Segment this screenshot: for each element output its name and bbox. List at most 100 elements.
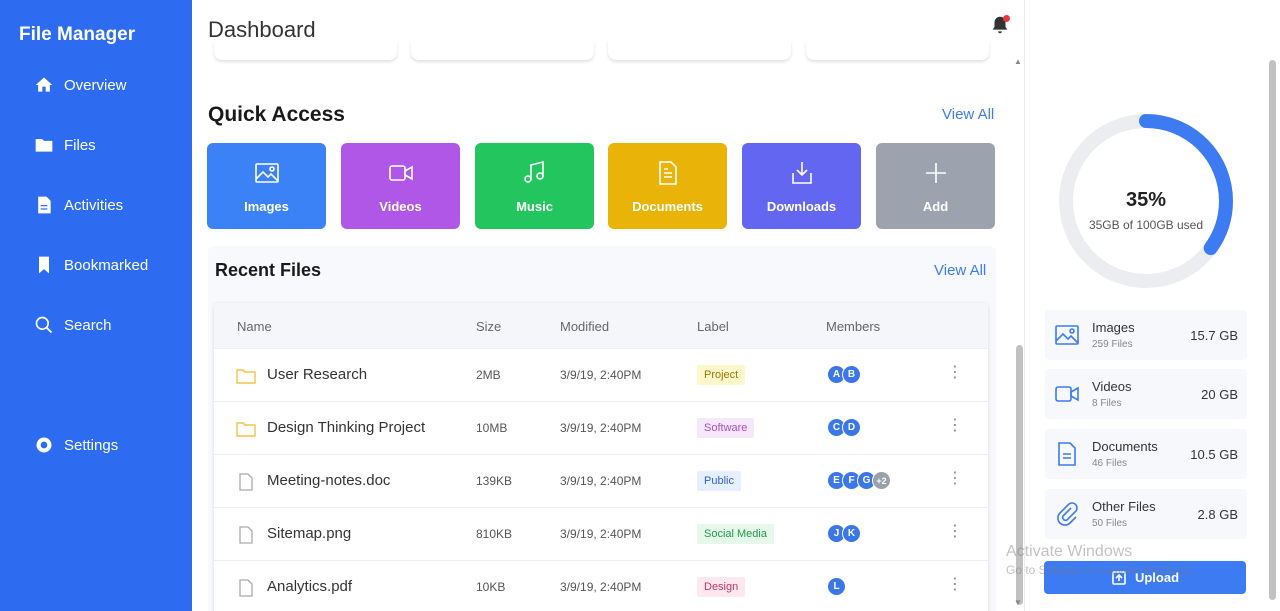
file-icon xyxy=(236,526,256,544)
table-row[interactable]: Analytics.pdf 10KB 3/9/19, 2:40PM Design L ⋮ xyxy=(214,560,988,611)
sidebar-item-activities[interactable]: Activities xyxy=(34,191,123,219)
storage-item-size: 2.8 GB xyxy=(1197,507,1238,522)
upload-button[interactable]: Upload xyxy=(1044,561,1246,594)
sidebar-item-label: Settings xyxy=(64,436,119,454)
tile-label: Music xyxy=(516,198,553,214)
gear-icon xyxy=(36,437,52,453)
table-header: Name Size Modified Label Members xyxy=(214,303,988,348)
watermark-subtitle: Go to Settings to activate Windows. xyxy=(1006,563,1196,577)
file-label-badge: Public xyxy=(697,471,741,491)
sidebar-item-label: Search xyxy=(64,316,112,334)
scroll-up-arrow-icon[interactable]: ▲ xyxy=(1014,57,1022,66)
right-scrollbar-thumb[interactable] xyxy=(1269,60,1276,600)
music-note-icon xyxy=(523,160,544,183)
quick-access-downloads[interactable]: Downloads xyxy=(742,143,861,229)
file-icon xyxy=(236,579,256,597)
document-icon xyxy=(1058,442,1076,466)
sidebar-item-overview[interactable]: Overview xyxy=(34,71,127,99)
sidebar: File Manager Overview Files Activities B… xyxy=(0,0,192,611)
file-label-badge: Social Media xyxy=(697,524,774,544)
quick-access-images[interactable]: Images xyxy=(207,143,326,229)
document-icon xyxy=(38,196,51,214)
file-size: 810KB xyxy=(476,527,513,541)
storage-item-count: 259 Files xyxy=(1092,339,1133,350)
quick-access-view-all-link[interactable]: View All xyxy=(942,106,995,123)
storage-item-other-files[interactable]: Other Files 50 Files 2.8 GB xyxy=(1045,489,1247,539)
quick-access-videos[interactable]: Videos xyxy=(341,143,460,229)
scroll-down-arrow-icon[interactable]: ▼ xyxy=(1014,598,1022,607)
table-row[interactable]: User Research 2MB 3/9/19, 2:40PM Project A B ⋮ xyxy=(214,348,988,401)
file-name[interactable]: Analytics.pdf xyxy=(267,578,353,595)
storage-item-size: 20 GB xyxy=(1201,387,1238,402)
stat-cards-row xyxy=(214,40,989,62)
member-avatars: L xyxy=(827,577,846,596)
sidebar-item-label: Activities xyxy=(64,196,124,214)
more-options-icon[interactable]: ⋮ xyxy=(947,523,963,540)
table-row[interactable]: Design Thinking Project 10MB 3/9/19, 2:40P… xyxy=(214,401,988,454)
file-label-badge: Project xyxy=(697,365,746,385)
file-icon xyxy=(236,473,256,491)
column-header-members[interactable]: Members xyxy=(826,319,881,334)
recent-files-title: Recent Files xyxy=(215,260,322,280)
bookmark-icon xyxy=(39,256,49,274)
column-header-modified[interactable]: Modified xyxy=(560,319,610,334)
folder-icon xyxy=(35,139,53,152)
notification-bell-icon[interactable] xyxy=(989,14,1011,36)
file-name[interactable]: Design Thinking Project xyxy=(267,419,426,436)
image-icon xyxy=(1055,325,1079,345)
file-modified: 3/9/19, 2:40PM xyxy=(560,368,642,382)
file-modified: 3/9/19, 2:40PM xyxy=(560,580,642,594)
file-modified: 3/9/19, 2:40PM xyxy=(560,474,642,488)
quick-access-add[interactable]: Add xyxy=(876,143,995,229)
table-row[interactable]: Meeting-notes.doc 139KB 3/9/19, 2:40PM Publ… xyxy=(214,454,988,507)
column-header-name[interactable]: Name xyxy=(237,319,272,334)
download-icon xyxy=(791,161,812,184)
stat-card xyxy=(214,40,397,60)
file-modified: 3/9/19, 2:40PM xyxy=(560,527,642,541)
storage-item-documents[interactable]: Documents 46 Files 10.5 GB xyxy=(1045,429,1247,479)
storage-item-videos[interactable]: Videos 8 Files 20 GB xyxy=(1045,369,1247,419)
file-size: 2MB xyxy=(476,368,501,382)
recent-files-view-all-link[interactable]: View All xyxy=(934,262,987,279)
sidebar-item-label: Overview xyxy=(64,76,127,94)
tile-label: Images xyxy=(244,198,289,214)
storage-usage-arc xyxy=(1059,114,1233,288)
quick-access-title: Quick Access xyxy=(208,103,345,126)
file-name[interactable]: Sitemap.png xyxy=(267,525,352,542)
folder-icon xyxy=(236,367,256,385)
video-camera-icon xyxy=(388,164,413,181)
storage-usage-ring xyxy=(1059,114,1233,288)
sidebar-item-label: Files xyxy=(64,136,96,154)
main-scrollbar-thumb[interactable] xyxy=(1016,345,1023,605)
notification-dot xyxy=(1003,15,1010,22)
stat-card xyxy=(806,40,989,60)
sidebar-item-search[interactable]: Search xyxy=(34,311,112,339)
search-icon xyxy=(35,316,53,334)
sidebar-item-bookmarked[interactable]: Bookmarked xyxy=(34,251,148,279)
file-name[interactable]: User Research xyxy=(267,366,368,383)
more-options-icon[interactable]: ⋮ xyxy=(947,417,963,434)
quick-access-documents[interactable]: Documents xyxy=(608,143,727,229)
storage-subtitle: 35GB of 100GB used xyxy=(1088,218,1204,232)
storage-item-size: 15.7 GB xyxy=(1190,328,1238,343)
column-header-label[interactable]: Label xyxy=(697,319,729,334)
more-options-icon[interactable]: ⋮ xyxy=(947,470,963,487)
page-title: Dashboard xyxy=(208,17,316,42)
paperclip-icon xyxy=(1057,502,1078,526)
storage-item-images[interactable]: Images 259 Files 15.7 GB xyxy=(1045,310,1247,360)
storage-item-size: 10.5 GB xyxy=(1190,447,1238,462)
file-name[interactable]: Meeting-notes.doc xyxy=(267,472,391,489)
sidebar-item-label: Bookmarked xyxy=(64,256,149,274)
upload-label: Upload xyxy=(1134,570,1180,585)
column-header-size[interactable]: Size xyxy=(476,319,502,334)
plus-icon xyxy=(925,162,946,183)
sidebar-item-settings[interactable]: Settings xyxy=(34,431,118,459)
folder-icon xyxy=(236,420,256,438)
quick-access-music[interactable]: Music xyxy=(475,143,594,229)
stat-card xyxy=(411,40,594,60)
more-options-icon[interactable]: ⋮ xyxy=(947,364,963,381)
more-options-icon[interactable]: ⋮ xyxy=(947,576,963,593)
table-row[interactable]: Sitemap.png 810KB 3/9/19, 2:40PM Social Med… xyxy=(214,507,988,560)
sidebar-item-files[interactable]: Files xyxy=(34,131,96,159)
